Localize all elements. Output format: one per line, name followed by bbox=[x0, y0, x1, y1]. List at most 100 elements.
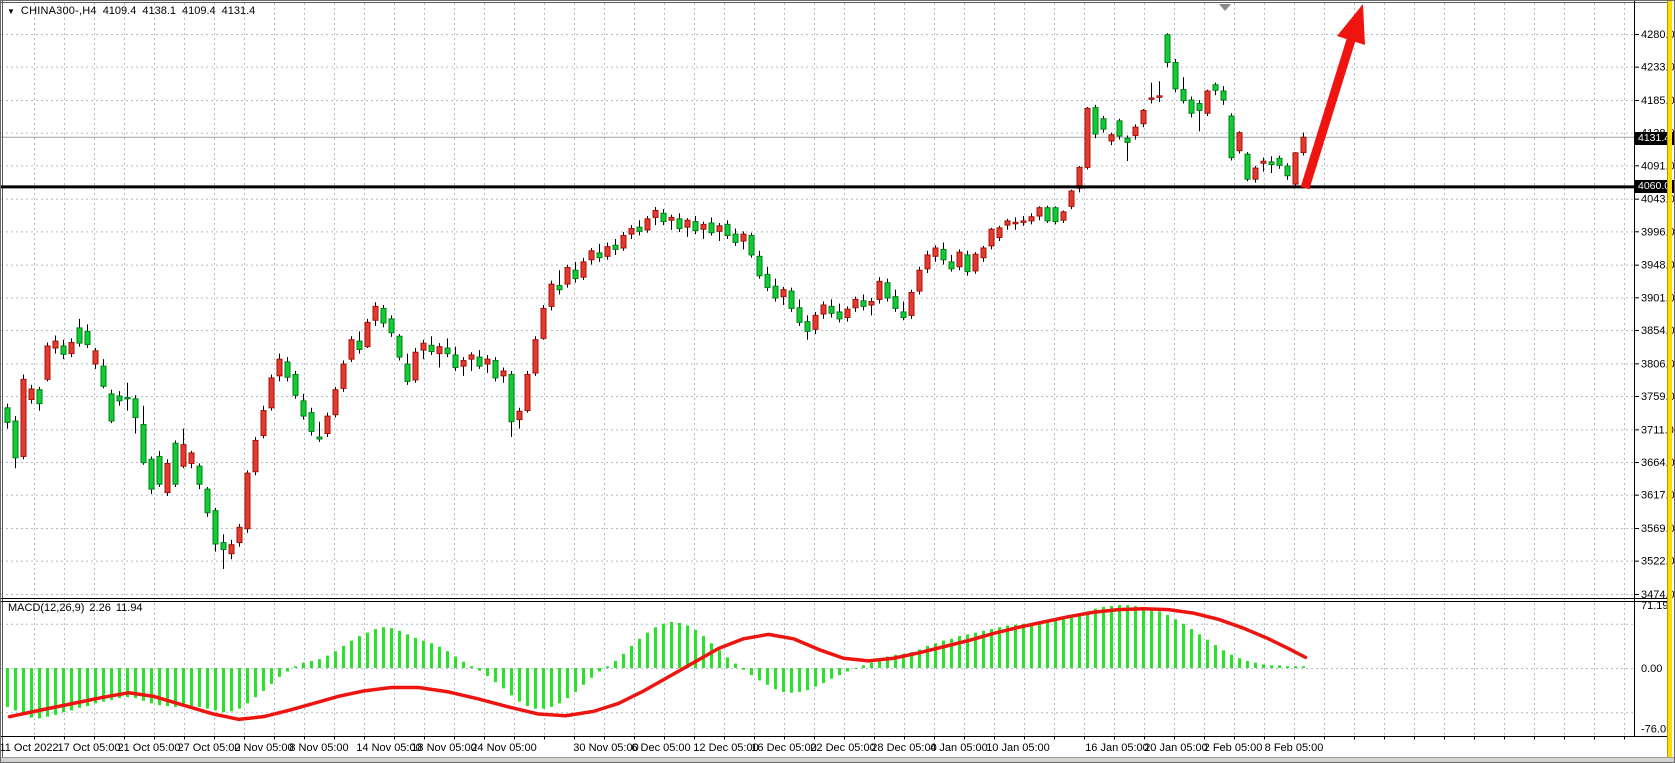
candle bbox=[196, 463, 203, 490]
bull-candle-body bbox=[876, 280, 883, 300]
bull-candle-body bbox=[548, 283, 555, 307]
bull-candle-body bbox=[1068, 190, 1075, 207]
bull-candle-body bbox=[924, 254, 931, 270]
bear-candle-body bbox=[1116, 120, 1123, 137]
candle bbox=[628, 225, 635, 239]
candle bbox=[876, 277, 883, 304]
bull-candle-body bbox=[908, 291, 915, 316]
candle bbox=[28, 384, 35, 404]
candle bbox=[956, 249, 963, 271]
bear-candle-body bbox=[796, 307, 803, 323]
price-tick-label: 4091.0 bbox=[1641, 160, 1675, 172]
bull-candle-body bbox=[628, 228, 635, 235]
bull-candle-body bbox=[52, 340, 59, 349]
hline-price-tag: 4060.0 bbox=[1635, 180, 1674, 193]
bear-candle-body bbox=[1196, 102, 1203, 111]
bear-candle-body bbox=[452, 354, 459, 369]
bull-candle-body bbox=[1204, 90, 1211, 114]
bear-candle-body bbox=[212, 510, 219, 545]
candle bbox=[100, 359, 107, 389]
window-bottom-strip bbox=[1, 757, 1674, 762]
candle bbox=[1276, 155, 1283, 169]
candle bbox=[308, 407, 315, 436]
candle bbox=[60, 339, 67, 360]
bull-candle-body bbox=[580, 261, 587, 278]
bear-candle-body bbox=[492, 360, 499, 379]
candle bbox=[660, 209, 667, 226]
chart-title: ▼ CHINA300-,H4 4109.4 4138.1 4109.4 4131.4 bbox=[7, 5, 261, 17]
candle bbox=[1140, 109, 1147, 128]
macd-indicator-label: MACD(12,26,9) 2.26 11.94 bbox=[8, 602, 148, 614]
bull-candle-body bbox=[1148, 97, 1155, 100]
candle bbox=[996, 225, 1003, 242]
close-value: 4131.4 bbox=[221, 5, 256, 17]
candle bbox=[108, 389, 115, 424]
candle bbox=[596, 243, 603, 262]
bear-candle-body bbox=[12, 420, 19, 459]
price-tick-label: 3664.0 bbox=[1641, 457, 1675, 469]
candle bbox=[828, 299, 835, 318]
bear-candle-body bbox=[572, 269, 579, 280]
candle bbox=[700, 221, 707, 239]
bull-candle-body bbox=[324, 415, 331, 435]
bear-candle-body bbox=[900, 311, 907, 318]
bull-candle-body bbox=[1156, 95, 1163, 98]
bull-candle-body bbox=[420, 342, 427, 351]
candle bbox=[396, 334, 403, 361]
candle bbox=[460, 357, 467, 376]
price-tick-label: 3474.0 bbox=[1641, 589, 1675, 601]
bear-candle-body bbox=[636, 226, 643, 232]
bull-candle-body bbox=[364, 321, 371, 348]
candle bbox=[1172, 59, 1179, 93]
bull-candle-body bbox=[524, 373, 531, 412]
bull-candle-body bbox=[1060, 211, 1067, 221]
bear-candle-body bbox=[220, 542, 227, 551]
bear-candle-body bbox=[308, 412, 315, 432]
chart-shift-marker-icon[interactable] bbox=[1219, 4, 1231, 11]
bull-candle-body bbox=[1028, 216, 1035, 222]
bull-candle-body bbox=[28, 388, 35, 400]
trend-arrow-head bbox=[1337, 4, 1365, 45]
candle bbox=[268, 374, 275, 411]
candle bbox=[524, 370, 531, 413]
candle bbox=[668, 214, 675, 230]
bull-candle-body bbox=[260, 410, 267, 437]
bull-candle-body bbox=[276, 358, 283, 377]
candle bbox=[1196, 100, 1203, 132]
price-tick-label: 3806.0 bbox=[1641, 358, 1675, 370]
bull-candle-body bbox=[652, 209, 659, 218]
bear-candle-body bbox=[116, 395, 123, 402]
bear-candle-body bbox=[292, 373, 299, 396]
bull-candle-body bbox=[716, 225, 723, 232]
candle bbox=[44, 342, 51, 382]
time-tick-label: 11 Oct 2022 bbox=[1, 742, 59, 754]
bull-candle-body bbox=[1132, 126, 1139, 136]
bear-candle-body bbox=[108, 393, 115, 422]
candle bbox=[516, 407, 523, 429]
bull-candle-body bbox=[1020, 220, 1027, 223]
candle bbox=[404, 353, 411, 385]
candle bbox=[764, 266, 771, 292]
candle bbox=[940, 242, 947, 265]
time-tick-label: 4 Jan 05:00 bbox=[930, 742, 988, 754]
candle bbox=[1252, 166, 1259, 183]
candle bbox=[340, 360, 347, 392]
candle bbox=[188, 450, 195, 469]
candle bbox=[796, 299, 803, 326]
macd-signal-line bbox=[7, 606, 1308, 722]
chart-menu-dropdown-icon[interactable]: ▼ bbox=[7, 6, 15, 16]
bear-candle-body bbox=[76, 327, 83, 344]
candle bbox=[1084, 106, 1091, 170]
candle bbox=[348, 336, 355, 362]
bull-candle-body bbox=[1076, 166, 1083, 189]
bear-candle-body bbox=[388, 318, 395, 334]
bear-candle-body bbox=[772, 285, 779, 299]
bear-candle-body bbox=[140, 423, 147, 464]
bear-candle-body bbox=[508, 373, 515, 423]
time-tick-label: 22 Dec 05:00 bbox=[810, 742, 875, 754]
low-value: 4109.4 bbox=[182, 5, 216, 17]
candle bbox=[36, 386, 43, 411]
trend-arrow[interactable] bbox=[1300, 4, 1365, 190]
